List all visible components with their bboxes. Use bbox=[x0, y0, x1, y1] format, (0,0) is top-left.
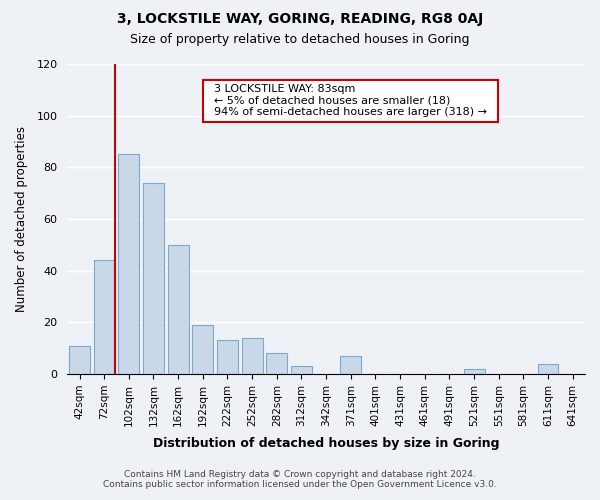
Bar bbox=[291, 366, 312, 374]
Bar bbox=[118, 154, 139, 374]
Text: Size of property relative to detached houses in Goring: Size of property relative to detached ho… bbox=[130, 32, 470, 46]
Y-axis label: Number of detached properties: Number of detached properties bbox=[15, 126, 28, 312]
Bar bbox=[94, 260, 115, 374]
Bar bbox=[193, 325, 213, 374]
Text: Contains HM Land Registry data © Crown copyright and database right 2024.
Contai: Contains HM Land Registry data © Crown c… bbox=[103, 470, 497, 489]
Bar bbox=[217, 340, 238, 374]
Bar bbox=[266, 354, 287, 374]
Bar bbox=[538, 364, 559, 374]
Bar bbox=[69, 346, 90, 374]
Text: 3, LOCKSTILE WAY, GORING, READING, RG8 0AJ: 3, LOCKSTILE WAY, GORING, READING, RG8 0… bbox=[117, 12, 483, 26]
Bar bbox=[242, 338, 263, 374]
Bar bbox=[143, 183, 164, 374]
Bar bbox=[340, 356, 361, 374]
X-axis label: Distribution of detached houses by size in Goring: Distribution of detached houses by size … bbox=[153, 437, 499, 450]
Bar bbox=[167, 245, 188, 374]
Text: 3 LOCKSTILE WAY: 83sqm  
  ← 5% of detached houses are smaller (18)  
  94% of s: 3 LOCKSTILE WAY: 83sqm ← 5% of detached … bbox=[207, 84, 494, 117]
Bar bbox=[464, 369, 485, 374]
